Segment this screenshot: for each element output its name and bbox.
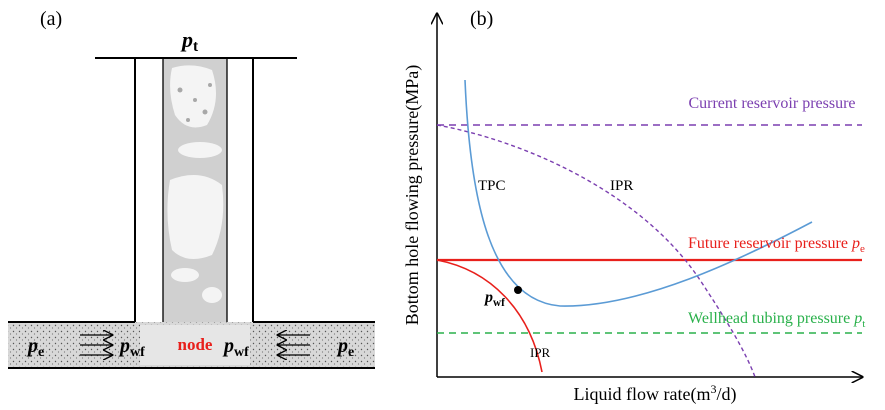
droplets: [177, 83, 212, 122]
operating-point-label: pwf: [483, 289, 505, 309]
curve-label: TPC: [478, 178, 506, 194]
ipr-current-curve: [436, 124, 756, 378]
ipr-future-curve: [436, 259, 543, 373]
inflow-arrows: [80, 335, 310, 355]
x-axis-label: Liquid flow rate(m3/d): [574, 382, 737, 405]
panel-label: (b): [470, 8, 493, 30]
panel-a: (a) pt pe pe pwf pwf nod: [8, 8, 375, 369]
panel-label: (a): [40, 8, 62, 30]
wellhead-pressure-label: pt: [180, 27, 199, 55]
annotation: Wellhead tubing pressure pt: [688, 310, 865, 330]
bottomhole-pressure-label: pwf: [222, 335, 249, 360]
annotation: Future reservoir pressure pe: [688, 235, 865, 255]
tubing-walls: [134, 58, 254, 322]
annotation: Current reservoir pressure: [688, 95, 855, 112]
y-axis-label: Bottom hole flowing pressure(MPa): [402, 65, 423, 325]
bottomhole-pressure-label: pwf: [118, 335, 145, 360]
reservoir-pressure-label: pe: [26, 335, 44, 360]
tpc-curve: [464, 79, 813, 307]
node-label: node: [178, 335, 213, 354]
operating-point: [514, 286, 522, 294]
curve-label: IPR: [530, 345, 551, 360]
panel-b: (b) Bottom hole flowing pressure(MPa) Li…: [402, 8, 865, 405]
curve-label: IPR: [610, 178, 633, 194]
reservoir-pressure-label: pe: [336, 335, 354, 360]
